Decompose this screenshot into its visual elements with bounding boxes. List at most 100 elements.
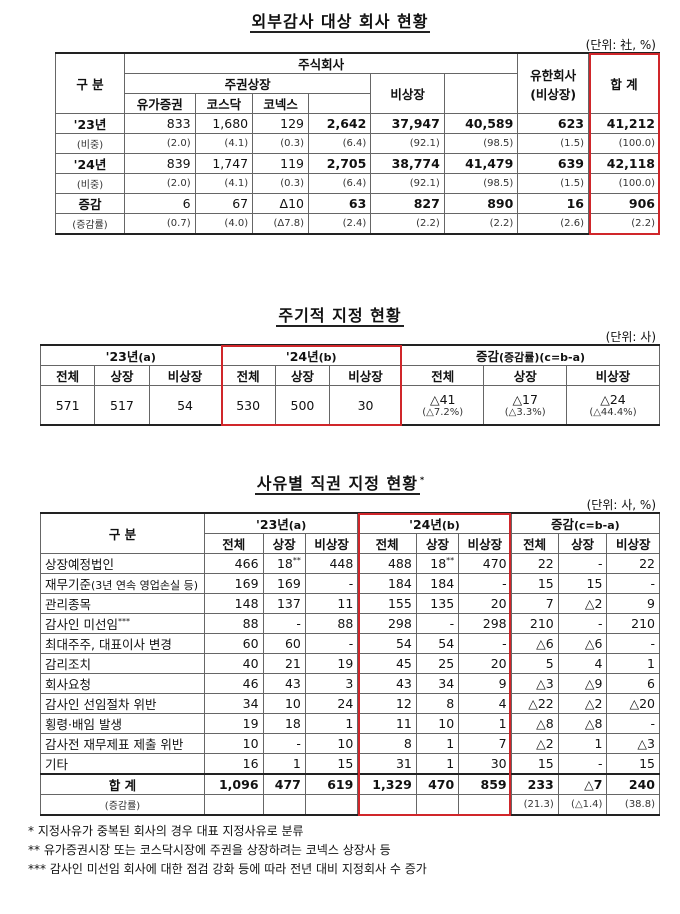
cell: (0.7) <box>124 213 196 235</box>
cell: (2.2) <box>443 213 519 235</box>
row-label: 합 계 <box>40 773 205 795</box>
cell: 19 <box>204 713 264 734</box>
title-text: 주기적 지정 현황 <box>276 306 404 327</box>
cell: 19 <box>304 653 359 674</box>
row: 감사인 미선임*** 88-88 298-298 210-210 <box>40 613 660 634</box>
cell: 43 <box>357 673 417 694</box>
note: * 지정사유가 중복된 회사의 경우 대표 지정사유로 분류 <box>28 824 304 838</box>
cell: (2.0) <box>124 133 196 154</box>
value: 30 <box>357 397 374 413</box>
header: 증감(증감률)(c=b-a) <box>401 344 660 366</box>
cell: 15 <box>510 753 559 775</box>
header: 전체 <box>204 533 264 554</box>
value: △17 <box>512 392 538 407</box>
rate: (△7.2%) <box>422 407 464 418</box>
value-mark: ** <box>446 555 455 565</box>
cell: (100.0) <box>588 173 660 194</box>
cell: 1 <box>415 733 460 754</box>
cell: 21 <box>262 653 306 674</box>
header-note: (b) <box>318 351 337 364</box>
header: '23년(a) <box>203 512 359 534</box>
row: 관리종목 148 137 11 155 135 20 7 △2 9 <box>40 593 660 614</box>
label: 상장예정법인 <box>45 557 115 572</box>
rate: (△3.3%) <box>504 407 546 418</box>
cell: 639 <box>517 153 589 174</box>
cell: 1 <box>606 653 660 674</box>
cell: 135 <box>415 593 460 614</box>
row: 최대주주, 대표이사 변경 60 60-54 54- △6 △6- <box>40 633 660 654</box>
cell: (98.5) <box>443 133 519 154</box>
cell: 448 <box>304 553 359 574</box>
cell: - <box>557 753 608 775</box>
row-label: '23년 <box>55 113 125 134</box>
cell: 2,642 <box>307 113 372 134</box>
row: 합 계 1,096 477 619 1,329 470 859 233 △7 240 <box>40 773 660 795</box>
cell: 30 <box>329 385 402 426</box>
cell: 63 <box>307 193 372 214</box>
cell: 623 <box>517 113 589 134</box>
cell: (0.3) <box>252 173 309 194</box>
cell: - <box>304 633 359 654</box>
section-1: 외부감사 대상 회사 현황 (단위: 社, %) 구 분 주식회사 유한회사 (비상장… <box>0 8 680 235</box>
cell: 1,747 <box>194 153 254 174</box>
label: 회사요청 <box>45 677 92 692</box>
row: (비중) (2.0) (4.1) (0.3) (6.4) (92.1) (98.5) (1.5… <box>55 173 660 194</box>
cell: 571 <box>39 385 96 426</box>
cell: (4.0) <box>194 213 254 235</box>
cell: 9 <box>606 593 660 614</box>
cell: 169 <box>262 573 306 594</box>
header: 상장 <box>483 365 567 386</box>
label: 기타 <box>45 757 69 772</box>
cell: 31 <box>357 753 417 775</box>
value: 571 <box>55 397 80 413</box>
cell: 8 <box>415 693 460 714</box>
cell: 60 <box>204 633 264 654</box>
cell: 88 <box>204 613 264 634</box>
title: 사유별 직권 지정 현황 * <box>0 470 680 495</box>
header: 구 분 <box>55 52 125 114</box>
cell: 11 <box>357 713 417 734</box>
header: 주식회사 <box>123 52 519 74</box>
row-label: (증감률) <box>40 794 205 816</box>
cell: 155 <box>357 593 417 614</box>
row: (비중) (2.0) (4.1) (0.3) (6.4) (92.1) (98.5) (1.5… <box>55 133 660 154</box>
cell: 1 <box>458 713 512 734</box>
note: ** 유가증권시장 또는 코스닥시장에 주권을 상장하려는 코넥스 상장사 등 <box>28 843 391 857</box>
cell: 12 <box>357 693 417 714</box>
title-mark: * <box>420 475 426 485</box>
label: 최대주주, 대표이사 변경 <box>45 637 172 652</box>
cell: 839 <box>124 153 196 174</box>
cell: 10 <box>262 693 306 714</box>
cell: 129 <box>252 113 309 134</box>
cell: 1 <box>262 753 306 775</box>
cell: 20 <box>458 653 512 674</box>
cell: 827 <box>370 193 445 214</box>
cell: △22 <box>510 693 559 714</box>
label-mark: *** <box>117 616 130 626</box>
header-text: 증감 <box>550 517 574 532</box>
row-label: 횡령·배임 발생 <box>40 713 205 734</box>
cell: (4.1) <box>194 133 254 154</box>
row-label: 상장예정법인 <box>40 553 205 574</box>
cell: 67 <box>194 193 254 214</box>
cell: (4.1) <box>194 173 254 194</box>
label: 감사전 재무제표 제출 위반 <box>45 737 184 752</box>
cell: (2.2) <box>370 213 445 235</box>
header: 전체 <box>357 533 417 554</box>
cell: 298 <box>458 613 512 634</box>
cell: 3 <box>304 673 359 694</box>
row: 증감 6 67 Δ10 63 827 890 16 906 <box>55 193 660 214</box>
unit: (단위: 社, %) <box>585 38 656 52</box>
cell <box>415 794 460 816</box>
header: 비상장 <box>565 365 661 386</box>
header: 상장 <box>557 533 608 554</box>
label: 감사인 선임절차 위반 <box>45 697 157 712</box>
label: 관리종목 <box>45 597 92 612</box>
cell: 16 <box>204 753 264 775</box>
cell: - <box>415 613 460 634</box>
value: 500 <box>290 397 315 413</box>
cell: - <box>262 733 306 754</box>
row: 571 517 54 530 500 30 △41 (△7.2%) △17 (△3.3%) △24(… <box>39 385 661 426</box>
cell: △9 <box>557 673 608 694</box>
header-note: (a) <box>138 351 156 364</box>
